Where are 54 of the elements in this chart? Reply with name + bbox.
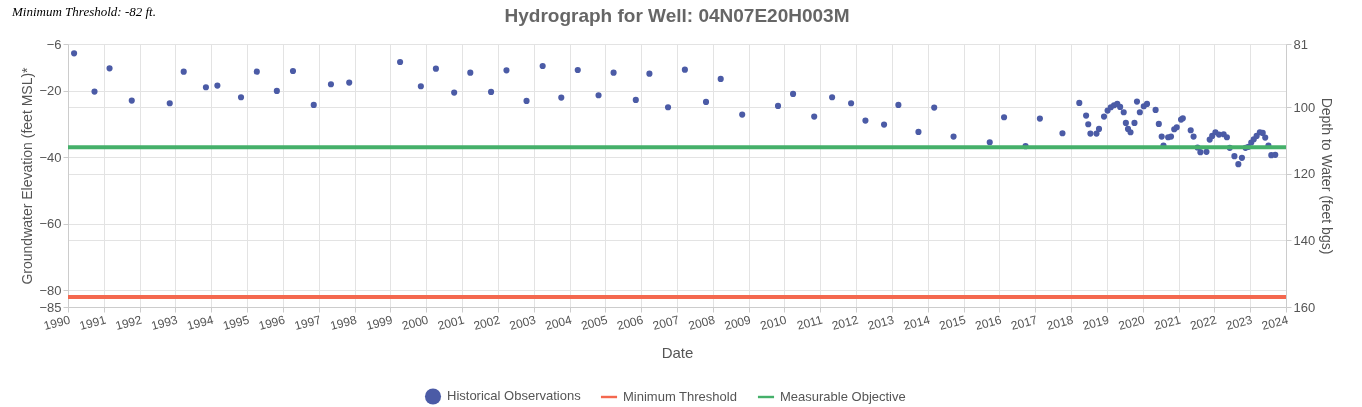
x-tick-label: 2024 [1260,312,1290,333]
x-tick-label: 2020 [1116,312,1147,333]
x-tick-label: 1992 [113,312,144,333]
legend-label: Minimum Threshold [623,389,737,404]
x-tick-label: 2001 [436,312,466,333]
x-tick-label: 2009 [722,312,753,333]
x-tick-label: 2023 [1224,312,1255,333]
y-tick-label: −6 [46,36,62,52]
x-tick-label: 1991 [78,312,108,333]
y-axis-title: Groundwater Elevation (feet MSL)* [19,66,36,285]
x-tick-label: 1998 [328,312,359,333]
x-tick-label: 2010 [758,312,789,333]
x-tick-label: 1997 [292,312,323,333]
y2-tick-label: 140 [1293,232,1316,248]
x-tick-label: 2016 [973,312,1004,333]
x-tick-label: 2022 [1188,312,1219,333]
x-tick-label: 2005 [579,312,610,333]
x-tick-label: 2021 [1152,312,1183,333]
x-tick-label: 1999 [364,312,395,333]
x-tick-label: 2004 [543,312,574,333]
x-tick-label: 1994 [185,312,216,333]
x-tick-label: 2015 [937,312,968,333]
text: Minimum Threshold: -82 ft. [12,4,156,20]
y-tick-label: −60 [39,216,62,232]
y-tick-label: −40 [39,149,62,165]
x-tick-label: 2014 [901,312,932,333]
y2-tick-label: 81 [1293,36,1308,52]
y-tick-label: −85 [39,299,62,315]
y-tick-label: −20 [39,83,62,99]
x-tick-label: 1990 [42,312,72,333]
x-tick-label: 1993 [149,312,180,333]
x-tick-label: 2000 [400,312,431,333]
x-tick-label: 2017 [1009,312,1040,333]
x-tick-label: 2018 [1045,312,1075,333]
y2-tick-label: 100 [1293,99,1316,115]
x-tick-label: 2003 [507,312,538,333]
x-tick-label: 2002 [472,312,502,333]
x-tick-label: 2007 [651,312,681,333]
x-tick-label: 2012 [830,312,861,333]
y2-tick-label: 160 [1293,299,1316,315]
x-tick-label: 2008 [687,312,717,333]
y-tick-label: −80 [39,282,62,298]
x-tick-label: 2013 [866,312,896,333]
legend-label: Measurable Objective [780,389,906,404]
x-tick-label: 2006 [615,312,646,333]
x-tick-label: 2011 [795,312,825,333]
y2-tick-label: 120 [1293,166,1316,182]
x-tick-label: 1996 [257,312,287,333]
x-tick-label: 2019 [1081,312,1111,333]
x-axis-title: Date [661,344,694,362]
y2-axis-title: Depth to Water (feet bgs) [1319,97,1336,255]
chart-title: Hydrograph for Well: 04N07E20H003M [504,5,850,26]
x-tick-label: 1995 [221,312,252,333]
legend-label: Historical Observations [447,388,582,404]
